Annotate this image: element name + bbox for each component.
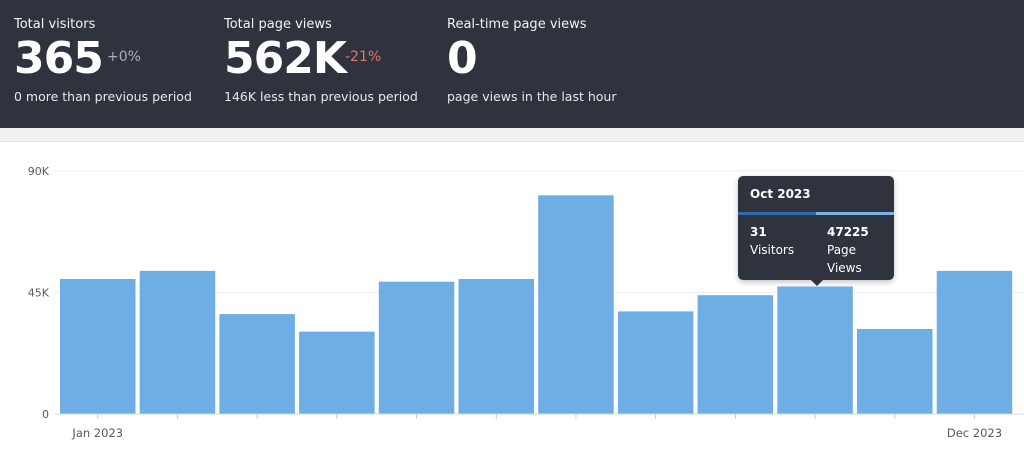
bar-may-2023[interactable] xyxy=(378,281,455,414)
tooltip-page-views-indicator xyxy=(816,212,894,215)
tooltip-page-views-value: 47225 xyxy=(827,225,869,239)
x-tick-label: Jan 2023 xyxy=(71,426,123,440)
total-visitors-title: Total visitors xyxy=(14,17,96,32)
total-page-views-change: -21% xyxy=(345,49,382,65)
stats-header: Total visitors 365 +0% 0 more than previ… xyxy=(0,0,1024,128)
total-visitors-change: +0% xyxy=(107,49,141,65)
bar-dec-2023[interactable] xyxy=(936,270,1013,414)
y-tick-label: 90K xyxy=(28,165,50,178)
realtime-views-description: page views in the last hour xyxy=(447,89,617,104)
tooltip-visitors-value: 31 xyxy=(750,225,767,239)
total-page-views-value: 562K xyxy=(224,33,347,84)
total-page-views-title: Total page views xyxy=(224,17,332,32)
bar-jul-2023[interactable] xyxy=(538,195,614,414)
tooltip-visitors: 31 Visitors xyxy=(750,223,802,259)
bar-mar-2023[interactable] xyxy=(219,314,295,414)
bar-aug-2023[interactable] xyxy=(617,311,694,414)
tooltip-visitors-indicator xyxy=(738,212,816,215)
y-tick-label: 45K xyxy=(28,287,50,300)
tooltip-title: Oct 2023 xyxy=(750,187,811,201)
y-tick-label: 0 xyxy=(42,408,49,421)
bar-jan-2023[interactable] xyxy=(60,279,136,414)
section-divider xyxy=(0,128,1024,142)
tooltip-page-views: 47225 Page Views xyxy=(827,223,879,277)
tooltip-visitors-label: Visitors xyxy=(750,243,795,257)
tooltip-page-views-label: Page Views xyxy=(827,243,862,275)
realtime-views-title: Real-time page views xyxy=(447,17,587,32)
bar-jun-2023[interactable] xyxy=(458,279,535,414)
total-visitors-description: 0 more than previous period xyxy=(14,89,192,104)
bar-oct-2023[interactable] xyxy=(777,286,853,414)
x-tick-label: Dec 2023 xyxy=(947,426,1002,440)
total-page-views-description: 146K less than previous period xyxy=(224,89,418,104)
page-views-bar-chart: 0 45K 90K Jan 2023 Dec 2023 xyxy=(28,165,1024,440)
bar-nov-2023[interactable] xyxy=(857,328,933,414)
realtime-views-value: 0 xyxy=(447,33,478,84)
bar-feb-2023[interactable] xyxy=(139,270,216,414)
bar-sep-2023[interactable] xyxy=(697,295,774,414)
total-visitors-value: 365 xyxy=(14,33,104,84)
chart-tooltip: Oct 2023 31 Visitors 47225 Page Views xyxy=(738,176,894,286)
bar-apr-2023[interactable] xyxy=(299,331,375,414)
